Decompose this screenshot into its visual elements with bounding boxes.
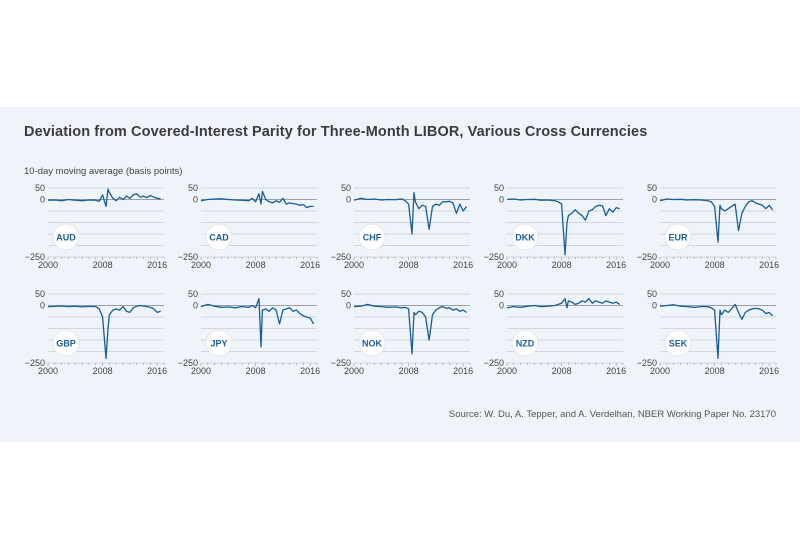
y-tick-label: 50 [494,289,504,299]
currency-badge [664,223,692,251]
currency-badge [511,223,539,251]
y-axis-label: 10-day moving average (basis points) [24,166,183,177]
currency-label: NOK [362,339,383,349]
currency-label: CAD [209,233,229,243]
x-tick-label: 2008 [552,366,572,376]
x-tick-label: 2008 [705,366,725,376]
y-tick-label: 0 [40,195,45,205]
x-tick-label: 2000 [344,366,364,376]
x-tick-label: 2008 [246,366,266,376]
y-tick-label: 50 [647,183,657,193]
x-tick-label: 2016 [606,366,626,376]
x-tick-label: 2000 [191,366,211,376]
chart-title: Deviation from Covered-Interest Parity f… [24,124,648,140]
series-line-aud [47,188,161,208]
series-line-jpy [200,297,315,348]
currency-label: DKK [515,233,535,243]
y-tick-label: −250 [637,252,657,262]
y-tick-label: 0 [346,301,351,311]
currency-badge [358,329,386,357]
x-tick-label: 2008 [93,260,113,270]
x-tick-label: 2000 [38,366,58,376]
y-tick-label: 50 [341,289,351,299]
x-tick-label: 2016 [300,260,320,270]
y-tick-label: 50 [188,289,198,299]
x-tick-label: 2000 [497,260,517,270]
x-tick-label: 2016 [759,260,779,270]
y-tick-label: −250 [484,358,504,368]
currency-label: GBP [56,339,76,349]
series-line-sek [659,303,774,360]
x-tick-label: 2008 [399,366,419,376]
x-tick-label: 2000 [650,366,670,376]
currency-badge [52,223,80,251]
x-tick-label: 2016 [453,366,473,376]
x-tick-label: 2008 [93,366,113,376]
y-tick-label: 0 [193,195,198,205]
y-tick-label: 50 [35,289,45,299]
y-tick-label: −250 [331,252,351,262]
currency-badge [205,223,233,251]
y-tick-label: 50 [35,183,45,193]
currency-label: EUR [668,233,688,243]
currency-badge [205,329,233,357]
y-tick-label: 0 [40,301,45,311]
y-tick-label: −250 [484,252,504,262]
x-tick-label: 2008 [705,260,725,270]
chart-background [0,107,800,442]
currency-label: NZD [516,339,535,349]
x-tick-label: 2016 [147,366,167,376]
x-tick-label: 2008 [246,260,266,270]
y-tick-label: −250 [178,252,198,262]
currency-label: JPY [210,339,227,349]
x-tick-label: 2000 [191,260,211,270]
y-tick-label: 0 [499,301,504,311]
series-line-chf [353,191,468,235]
x-tick-label: 2000 [38,260,58,270]
x-tick-label: 2016 [300,366,320,376]
x-tick-label: 2000 [344,260,364,270]
x-tick-label: 2000 [650,260,670,270]
y-tick-label: −250 [637,358,657,368]
y-tick-label: 50 [341,183,351,193]
x-tick-label: 2016 [147,260,167,270]
y-tick-label: 0 [652,195,657,205]
currency-badge [358,223,386,251]
y-tick-label: 50 [494,183,504,193]
series-line-cad [200,190,314,209]
series-line-nzd [506,297,620,309]
x-tick-label: 2016 [453,260,473,270]
x-tick-label: 2016 [759,366,779,376]
series-line-dkk [506,198,620,256]
currency-badge [511,329,539,357]
y-tick-label: 50 [188,183,198,193]
currency-label: AUD [56,233,76,243]
y-tick-label: −250 [25,358,45,368]
currency-badge [664,329,692,357]
currency-badge [52,329,80,357]
y-tick-label: 0 [499,195,504,205]
y-tick-label: −250 [331,358,351,368]
x-tick-label: 2008 [552,260,572,270]
source-note: Source: W. Du, A. Tepper, and A. Verdelh… [448,409,776,420]
x-tick-label: 2016 [606,260,626,270]
series-line-eur [659,198,774,243]
y-tick-label: 0 [652,301,657,311]
series-line-nok [353,303,467,355]
x-tick-label: 2000 [497,366,517,376]
y-tick-label: −250 [178,358,198,368]
y-tick-label: 0 [346,195,351,205]
y-tick-label: 50 [647,289,657,299]
y-tick-label: −250 [25,252,45,262]
x-tick-label: 2008 [399,260,419,270]
series-line-gbp [47,304,161,360]
currency-label: CHF [363,233,382,243]
currency-label: SEK [669,339,688,349]
y-tick-label: 0 [193,301,198,311]
